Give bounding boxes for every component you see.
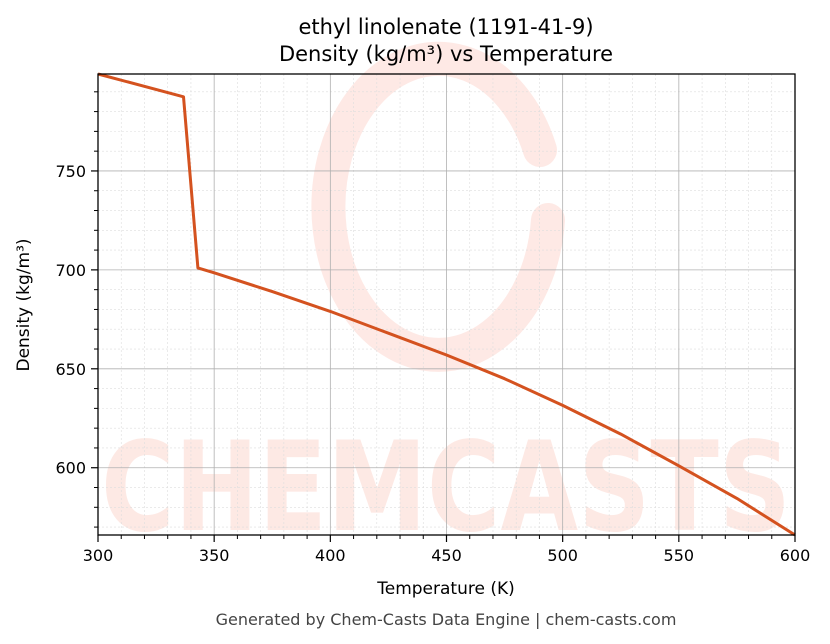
y-tick-label: 600 bbox=[55, 459, 86, 478]
density-series-line bbox=[97, 72, 796, 537]
y-tick-label: 700 bbox=[55, 261, 86, 280]
y-tick-label: 750 bbox=[55, 162, 86, 181]
y-axis-ticks: 600 650 700 750 bbox=[55, 91, 98, 528]
series-layer bbox=[97, 72, 796, 537]
watermark-logo-ring bbox=[311, 41, 565, 372]
x-axis-ticks: 300 350 400 450 500 550 600 bbox=[83, 535, 811, 565]
chart-subtitle: Density (kg/m³) vs Temperature bbox=[279, 42, 613, 66]
y-tick-label: 650 bbox=[55, 360, 86, 379]
footer-credit: Generated by Chem-Casts Data Engine | ch… bbox=[216, 610, 677, 629]
x-tick-label: 350 bbox=[199, 546, 230, 565]
x-tick-label: 500 bbox=[547, 546, 578, 565]
x-axis-label: Temperature (K) bbox=[376, 579, 515, 599]
x-tick-label: 600 bbox=[780, 546, 811, 565]
x-tick-label: 450 bbox=[431, 546, 462, 565]
chart-title: ethyl linolenate (1191-41-9) bbox=[298, 15, 593, 39]
watermark: CHEMCASTS bbox=[101, 41, 791, 560]
x-tick-label: 400 bbox=[315, 546, 346, 565]
y-axis-label: Density (kg/m³) bbox=[14, 238, 34, 371]
x-tick-label: 550 bbox=[664, 546, 695, 565]
x-tick-label: 300 bbox=[83, 546, 114, 565]
